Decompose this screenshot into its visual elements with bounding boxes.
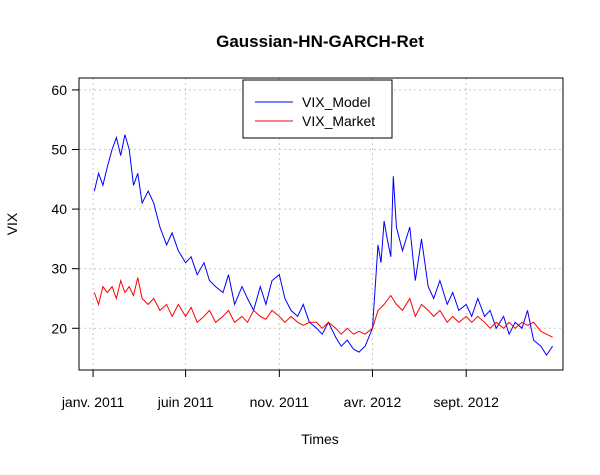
- y-tick-label: 20: [51, 320, 67, 336]
- legend-label-vix-market: VIX_Market: [302, 113, 375, 129]
- x-tick-label: janv. 2011: [61, 394, 125, 410]
- y-axis-title: VIX: [4, 212, 20, 235]
- x-tick-label: avr. 2012: [344, 394, 402, 410]
- legend-label-vix-model: VIX_Model: [302, 94, 370, 110]
- x-tick-label: juin 2011: [157, 394, 214, 410]
- series-line-vix-model: [93, 134, 554, 357]
- y-tick-label: 30: [51, 261, 67, 277]
- legend-box: [242, 79, 393, 139]
- x-axis-title: Times: [301, 431, 339, 447]
- legend: VIX_Model VIX_Market: [242, 79, 393, 139]
- x-tick-label: nov. 2011: [250, 394, 310, 410]
- series-lines: [93, 134, 554, 357]
- y-tick-label: 60: [51, 82, 67, 98]
- x-axis: janv. 2011 juin 2011 nov. 2011 avr. 2012 sep…: [61, 369, 500, 410]
- series-line-vix-market: [93, 277, 553, 338]
- chart-title: Gaussian-HN-GARCH-Ret: [216, 32, 424, 51]
- x-tick-label: sept. 2012: [434, 394, 500, 410]
- y-tick-label: 40: [51, 201, 67, 217]
- y-tick-label: 50: [51, 142, 67, 158]
- y-axis: 20 30 40 50 60: [51, 82, 80, 336]
